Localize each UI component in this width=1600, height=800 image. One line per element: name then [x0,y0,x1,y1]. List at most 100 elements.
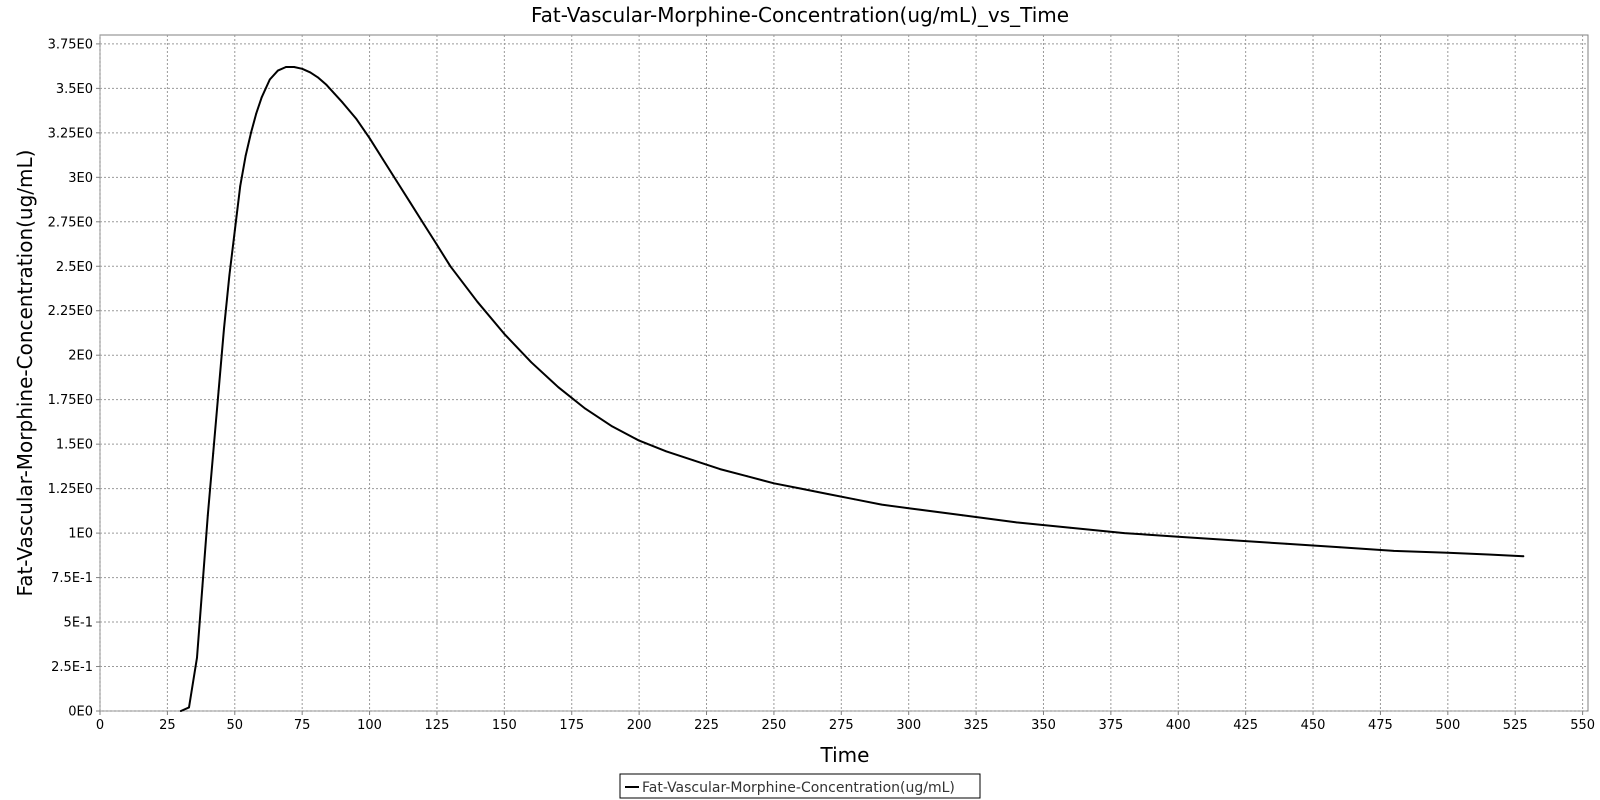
series-0-point-5 [212,452,215,454]
y-tick-label-2: 5E-1 [64,616,93,631]
y-tick-label-12: 3E0 [68,171,93,186]
series-0-point-17 [285,66,287,68]
series-0-point-35 [530,361,533,364]
series-0-point-2 [196,656,198,659]
x-axis-ticks: 0 25 50 75 100 125 150 175 200 225 250 275 300 325 350… [96,711,1595,733]
series-0-point-18 [293,66,295,68]
x-tick-label-17: 425 [1233,718,1258,733]
y-tick-label-3: 7.5E-1 [51,571,93,586]
series-0-point-28 [395,180,398,182]
x-tick-label-1: 25 [159,718,176,733]
series-0-point-0 [180,710,182,712]
series-0-point-59 [1446,551,1449,554]
series-0-point-16 [277,69,279,72]
y-tick-label-15: 3.75E0 [48,37,93,52]
x-tick-label-6: 150 [492,718,517,733]
x-tick-label-14: 350 [1031,718,1056,733]
series-0-point-51 [1015,521,1018,524]
series-0-point-39 [638,439,640,442]
series-0-point-8 [228,274,231,277]
series-0-point-21 [317,76,320,79]
legend-box [619,773,981,799]
y-axis-label: Fat-Vascular-Morphine-Concentration(ug/m… [13,150,37,597]
series-0-point-52 [1069,526,1072,529]
x-tick-label-8: 200 [627,718,652,733]
x-tick-label-21: 525 [1503,718,1528,733]
series-0-point-7 [223,327,225,330]
x-tick-label-4: 100 [357,718,382,733]
y-tick-label-1: 2.5E-1 [51,660,93,675]
series-0-point-31 [436,244,438,246]
series-0-point-58 [1393,550,1395,552]
series-0-point-34 [503,333,506,335]
series-0-point-13 [255,112,258,115]
series-0-point-14 [260,96,263,99]
x-tick-label-2: 50 [227,718,244,733]
series-0-point-20 [309,71,312,74]
y-axis-ticks: 0E0 2.5E-1 5E-1 7.5E-1 1E0 1.25E0 1.5E0 1.75E0 2… [48,37,100,720]
series-0-point-10 [239,185,242,188]
series-0-point-55 [1231,539,1234,542]
x-tick-label-5: 125 [425,718,450,733]
x-tick-label-7: 175 [559,718,584,733]
x-tick-label-11: 275 [829,718,854,733]
series-0-point-6 [217,389,220,392]
x-tick-label-19: 475 [1368,718,1393,733]
series-0-point-41 [692,459,694,462]
x-tick-label-18: 450 [1301,718,1326,733]
grid-horizontal [100,43,1588,712]
x-tick-label-13: 325 [964,718,989,733]
x-tick-label-3: 75 [294,718,311,733]
series-line-0 [179,66,1525,712]
series-0-point-56 [1285,542,1287,545]
x-tick-label-22: 550 [1570,718,1595,733]
series-0-point-60 [1487,553,1490,556]
y-tick-label-11: 2.75E0 [48,215,93,230]
x-tick-label-0: 0 [96,718,104,733]
grid-vertical [99,35,1584,711]
series-0-point-24 [341,101,344,104]
series-0-point-53 [1123,532,1126,534]
chart-title: Fat-Vascular-Morphine-Concentration(ug/m… [531,3,1069,27]
series-0-point-26 [368,137,371,140]
x-axis-label: Time [820,743,870,767]
series-0-point-49 [907,507,910,510]
series-0-point-37 [584,407,587,410]
y-tick-label-9: 2.25E0 [48,304,93,319]
y-tick-label-8: 2E0 [68,349,93,364]
x-tick-label-16: 400 [1166,718,1191,733]
series-0-point-44 [773,482,775,485]
x-tick-label-9: 225 [694,718,719,733]
series-0-point-50 [961,514,964,517]
series-0-point-45 [800,487,802,490]
series-0-point-33 [476,300,479,303]
series-0-point-30 [422,222,425,225]
series-0-point-22 [325,83,328,86]
series-0-point-9 [233,229,236,232]
series-0-point-43 [746,475,748,478]
series-0-point-19 [301,67,304,70]
series-0-point-61 [1522,555,1525,558]
series-0-point-1 [188,706,190,709]
series-0-point-48 [880,503,883,506]
y-tick-label-10: 2.5E0 [56,260,93,275]
series-0-point-15 [268,78,271,81]
x-tick-label-12: 300 [896,718,921,733]
series-0-point-32 [449,265,452,268]
series-layer [179,66,1525,712]
y-tick-label-6: 1.5E0 [56,438,93,453]
y-tick-label-7: 1.75E0 [48,393,93,408]
series-0-point-25 [355,117,357,120]
y-tick-label-4: 1E0 [68,527,93,542]
series-0-point-4 [206,514,209,517]
series-0-point-46 [826,493,829,495]
y-tick-label-0: 0E0 [68,705,93,720]
series-0-point-54 [1177,535,1180,538]
legend-label: Fat-Vascular-Morphine-Concentration(ug/m… [642,780,955,796]
series-0-point-57 [1339,546,1341,549]
series-0-point-27 [382,158,384,161]
x-tick-label-15: 375 [1098,718,1123,733]
y-tick-label-14: 3.5E0 [56,82,93,97]
